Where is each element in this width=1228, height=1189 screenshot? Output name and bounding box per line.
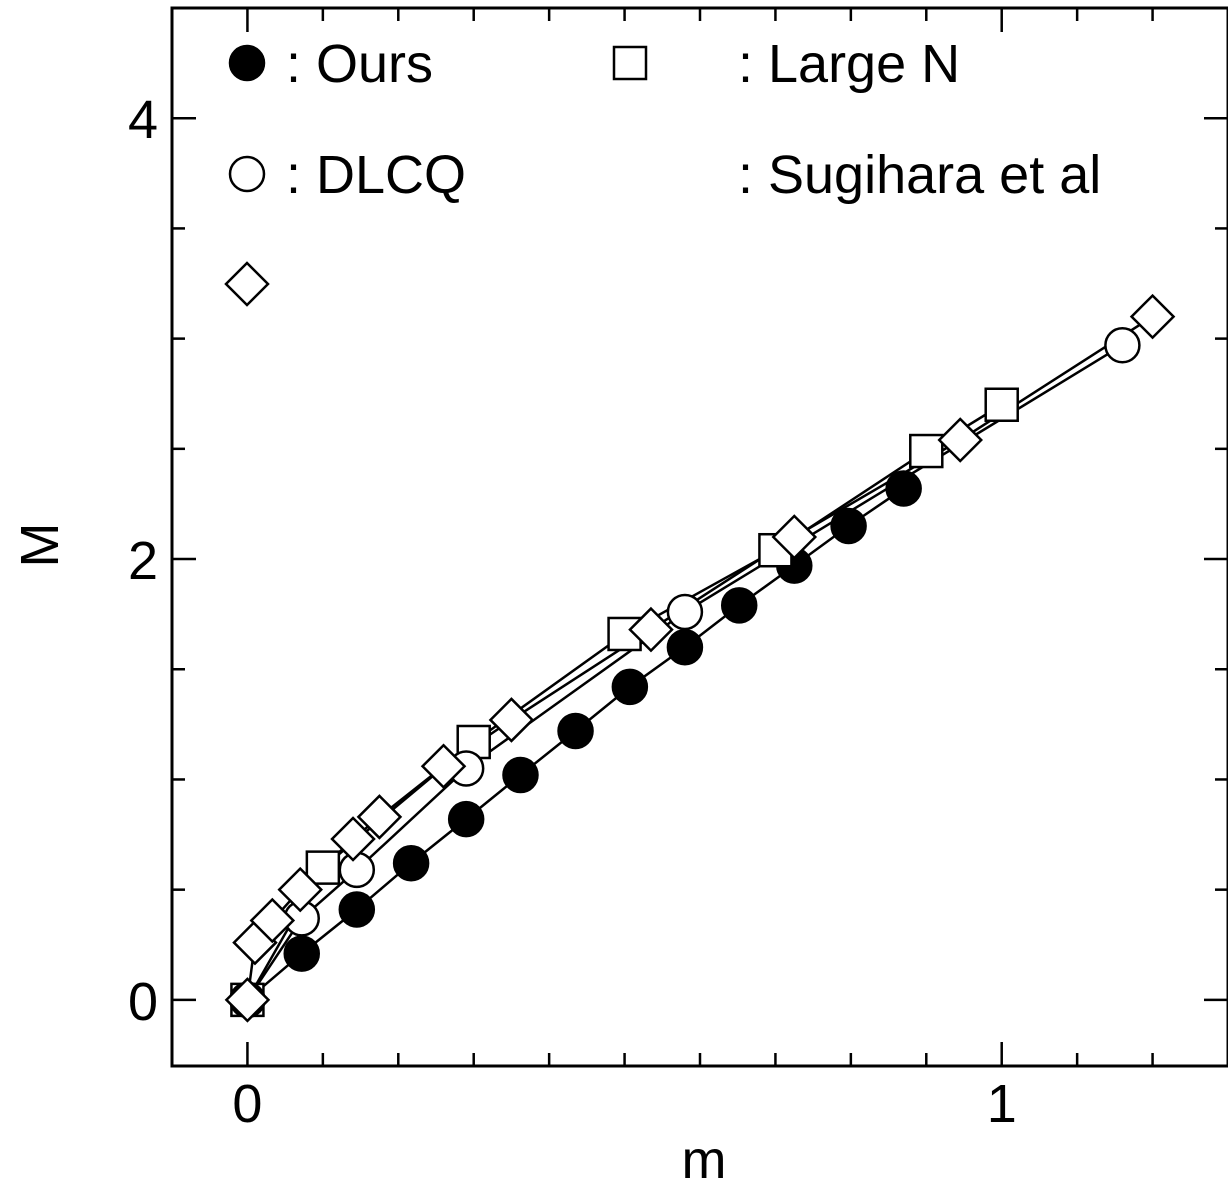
- data-point-sugihara-et-al: [937, 417, 983, 463]
- x-axis-title: m: [682, 1130, 727, 1189]
- x-tick-label: 0: [232, 1074, 262, 1134]
- data-point-ours: [720, 587, 758, 624]
- series-line-dlcq: [246, 344, 1124, 1001]
- data-point-ours: [447, 800, 485, 838]
- axis-ticks: [170, 6, 1228, 1066]
- legend: : Ours : Large N : DLCQ : Sugihara et al: [224, 34, 1101, 307]
- data-point-dlcq: [1104, 326, 1141, 364]
- data-point-ours: [885, 470, 922, 507]
- legend-marker: [228, 44, 266, 82]
- legend-marker: [224, 261, 270, 307]
- data-point-ours: [830, 507, 867, 545]
- legend-label: : DLCQ: [286, 145, 466, 205]
- data-point-sugihara-et-al: [224, 977, 271, 1023]
- data-point-ours: [502, 756, 539, 794]
- data-point-ours: [611, 668, 649, 706]
- tick-labels: 0 1 0 2 4: [128, 90, 1017, 1134]
- data-point-sugihara-et-al: [277, 866, 323, 913]
- series-marks: [224, 293, 1176, 1023]
- x-tick-label: 1: [987, 1074, 1017, 1134]
- data-point-ours: [283, 935, 320, 972]
- data-point-sugihara-et-al: [330, 816, 376, 862]
- data-point-ours: [557, 712, 594, 750]
- legend-label: : Ours: [286, 34, 433, 94]
- y-tick-label: 0: [128, 972, 158, 1032]
- legend-label: : Sugihara et al: [738, 145, 1101, 205]
- data-point-ours: [666, 628, 704, 666]
- data-point-sugihara-et-al: [771, 514, 818, 560]
- data-point-sugihara-et-al: [420, 743, 467, 790]
- data-point-ours: [392, 844, 430, 882]
- data-point-sugihara-et-al: [249, 897, 296, 944]
- legend-marker: [228, 155, 266, 193]
- data-point-large-n: [909, 433, 944, 469]
- data-point-ours: [338, 891, 376, 928]
- legend-marker: [612, 45, 648, 81]
- data-point-sugihara-et-al: [488, 697, 535, 743]
- data-point-sugihara-et-al: [356, 794, 403, 840]
- data-point-dlcq: [666, 593, 704, 631]
- data-point-large-n: [984, 387, 1019, 422]
- data-point-sugihara-et-al: [1129, 293, 1176, 340]
- y-axis-title: M: [10, 523, 70, 568]
- data-point-sugihara-et-al: [628, 606, 674, 653]
- y-tick-label: 2: [128, 531, 158, 591]
- legend-label: : Large N: [738, 34, 960, 94]
- y-tick-label: 4: [128, 90, 158, 150]
